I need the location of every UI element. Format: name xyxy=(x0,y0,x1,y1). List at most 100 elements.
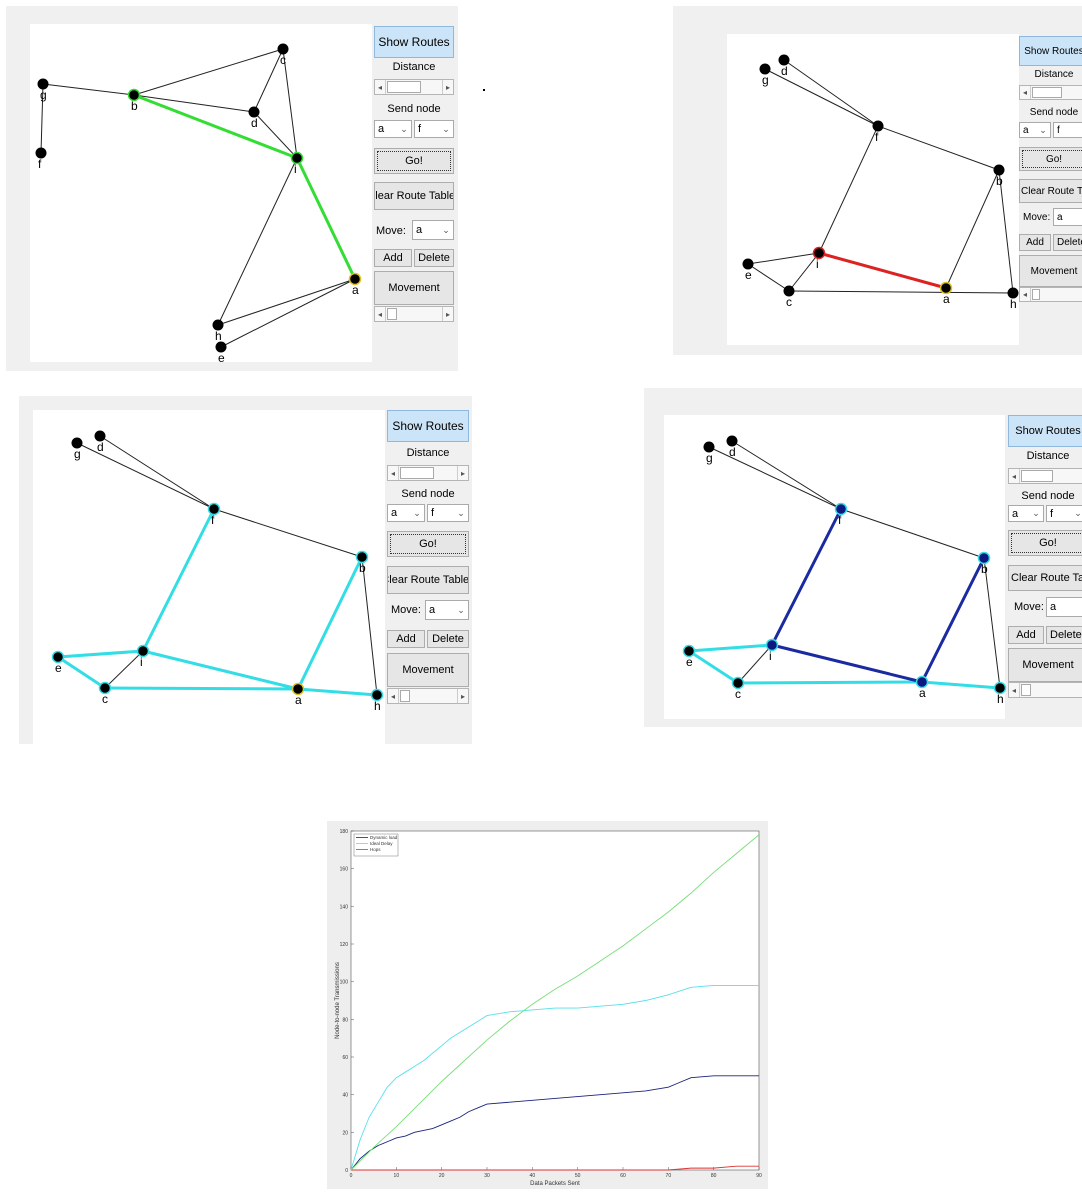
movement-button[interactable]: Movement xyxy=(374,271,454,305)
network-graph-top-left: g f b c d i a he xyxy=(35,43,362,365)
show-routes-button[interactable]: Show Routes xyxy=(1019,36,1082,66)
y-tick-label: 0 xyxy=(345,1168,348,1174)
send-to-select[interactable]: f ⌄ xyxy=(1046,505,1082,522)
route-edge-secondary-a-b xyxy=(920,557,986,683)
node-b[interactable] xyxy=(977,551,991,565)
clear-route-tables-button[interactable]: Clear Route Table xyxy=(1019,179,1082,203)
node-e[interactable] xyxy=(215,341,227,353)
movement-slider[interactable]: ◂ ▸ xyxy=(387,688,469,704)
movement-button[interactable]: Movement xyxy=(1019,255,1082,287)
send-from-select[interactable]: a ⌄ xyxy=(374,120,412,138)
clear-route-tables-button[interactable]: Clear Route Tables xyxy=(374,182,454,210)
clear-route-tables-button[interactable]: Clear Route Tables xyxy=(387,566,469,594)
node-d[interactable] xyxy=(778,54,790,66)
node-g[interactable] xyxy=(71,437,83,449)
node-i[interactable] xyxy=(812,246,826,260)
slider-left-arrow-icon[interactable]: ◂ xyxy=(388,466,399,480)
show-routes-button[interactable]: Show Routes xyxy=(374,26,454,58)
slider-right-arrow-icon[interactable]: ▸ xyxy=(442,307,453,321)
slider-right-arrow-icon[interactable]: ▸ xyxy=(457,466,468,480)
node-c[interactable] xyxy=(277,43,289,55)
node-g[interactable] xyxy=(759,63,771,75)
node-a[interactable] xyxy=(291,682,305,696)
node-f[interactable] xyxy=(834,502,848,516)
node-e[interactable] xyxy=(682,644,696,658)
distance-slider[interactable]: ◂ xyxy=(1019,85,1082,100)
node-h[interactable] xyxy=(212,319,224,331)
node-a[interactable] xyxy=(348,272,362,286)
node-h[interactable] xyxy=(1007,287,1019,299)
delete-button[interactable]: Delete xyxy=(414,249,454,267)
clear-route-tables-button[interactable]: Clear Route Table xyxy=(1008,565,1082,591)
node-h[interactable] xyxy=(370,688,384,702)
move-select[interactable]: a ⌄ xyxy=(412,220,454,240)
movement-button[interactable]: Movement xyxy=(1008,648,1082,682)
distance-slider[interactable]: ◂ xyxy=(1008,468,1082,484)
slider-left-arrow-icon[interactable]: ◂ xyxy=(375,80,386,94)
y-tick-label: 80 xyxy=(342,1017,348,1023)
slider-left-arrow-icon[interactable]: ◂ xyxy=(388,689,399,703)
send-to-select[interactable]: f ⌄ xyxy=(427,504,469,522)
node-d[interactable] xyxy=(94,430,106,442)
node-b[interactable] xyxy=(355,550,369,564)
node-c[interactable] xyxy=(731,676,745,690)
node-c[interactable] xyxy=(783,285,795,297)
slider-left-arrow-icon[interactable]: ◂ xyxy=(1009,469,1020,483)
show-routes-button[interactable]: Show Routes xyxy=(1008,415,1082,447)
node-i[interactable] xyxy=(136,644,150,658)
node-c[interactable] xyxy=(98,681,112,695)
node-a[interactable] xyxy=(915,675,929,689)
node-d[interactable] xyxy=(248,106,260,118)
delete-button[interactable]: Delete xyxy=(1046,626,1082,644)
slider-right-arrow-icon[interactable]: ▸ xyxy=(457,689,468,703)
node-g[interactable] xyxy=(37,78,49,90)
add-button[interactable]: Add xyxy=(1008,626,1044,644)
add-button[interactable]: Add xyxy=(1019,234,1051,251)
node-i[interactable] xyxy=(290,151,304,165)
move-select[interactable]: a xyxy=(1053,208,1082,226)
distance-slider[interactable]: ◂ ▸ xyxy=(374,79,454,95)
edge-b-h xyxy=(983,557,1001,689)
route-edge-a-h xyxy=(921,680,1001,690)
go-button[interactable]: Go! xyxy=(1008,530,1082,556)
node-e[interactable] xyxy=(742,258,754,270)
send-from-select[interactable]: a ⌄ xyxy=(387,504,425,522)
add-button[interactable]: Add xyxy=(387,630,425,648)
add-button[interactable]: Add xyxy=(374,249,412,267)
movement-slider[interactable]: ◂ xyxy=(1019,287,1082,302)
edge-g-f xyxy=(40,83,44,154)
node-b[interactable] xyxy=(127,88,141,102)
node-label-i: i xyxy=(140,655,143,669)
node-h[interactable] xyxy=(993,681,1007,695)
go-button[interactable]: Go! xyxy=(387,531,469,557)
node-a[interactable] xyxy=(939,281,953,295)
movement-button[interactable]: Movement xyxy=(387,653,469,687)
distance-slider[interactable]: ◂ ▸ xyxy=(387,465,469,481)
move-select[interactable]: a xyxy=(1046,597,1082,617)
node-f[interactable] xyxy=(207,502,221,516)
node-e[interactable] xyxy=(51,650,65,664)
slider-left-arrow-icon[interactable]: ◂ xyxy=(1009,683,1020,697)
delete-button[interactable]: Delete xyxy=(1053,234,1082,251)
node-f[interactable] xyxy=(872,120,884,132)
send-from-select[interactable]: a ⌄ xyxy=(1008,505,1044,522)
send-from-select[interactable]: a ⌄ xyxy=(1019,122,1051,138)
slider-left-arrow-icon[interactable]: ◂ xyxy=(1020,288,1031,301)
node-f[interactable] xyxy=(35,147,47,159)
node-g[interactable] xyxy=(703,441,715,453)
delete-button[interactable]: Delete xyxy=(427,630,469,648)
move-select[interactable]: a ⌄ xyxy=(425,600,469,620)
movement-slider[interactable]: ◂ xyxy=(1008,682,1082,698)
node-i[interactable] xyxy=(765,638,779,652)
send-to-select[interactable]: f ⌄ xyxy=(414,120,454,138)
slider-left-arrow-icon[interactable]: ◂ xyxy=(1020,86,1031,99)
node-b[interactable] xyxy=(993,164,1005,176)
go-button[interactable]: Go! xyxy=(374,148,454,174)
movement-slider[interactable]: ◂ ▸ xyxy=(374,306,454,322)
slider-right-arrow-icon[interactable]: ▸ xyxy=(442,80,453,94)
show-routes-button[interactable]: Show Routes xyxy=(387,410,469,442)
send-to-select[interactable]: f xyxy=(1053,122,1082,138)
node-d[interactable] xyxy=(726,435,738,447)
go-button[interactable]: Go! xyxy=(1019,147,1082,171)
slider-left-arrow-icon[interactable]: ◂ xyxy=(375,307,386,321)
